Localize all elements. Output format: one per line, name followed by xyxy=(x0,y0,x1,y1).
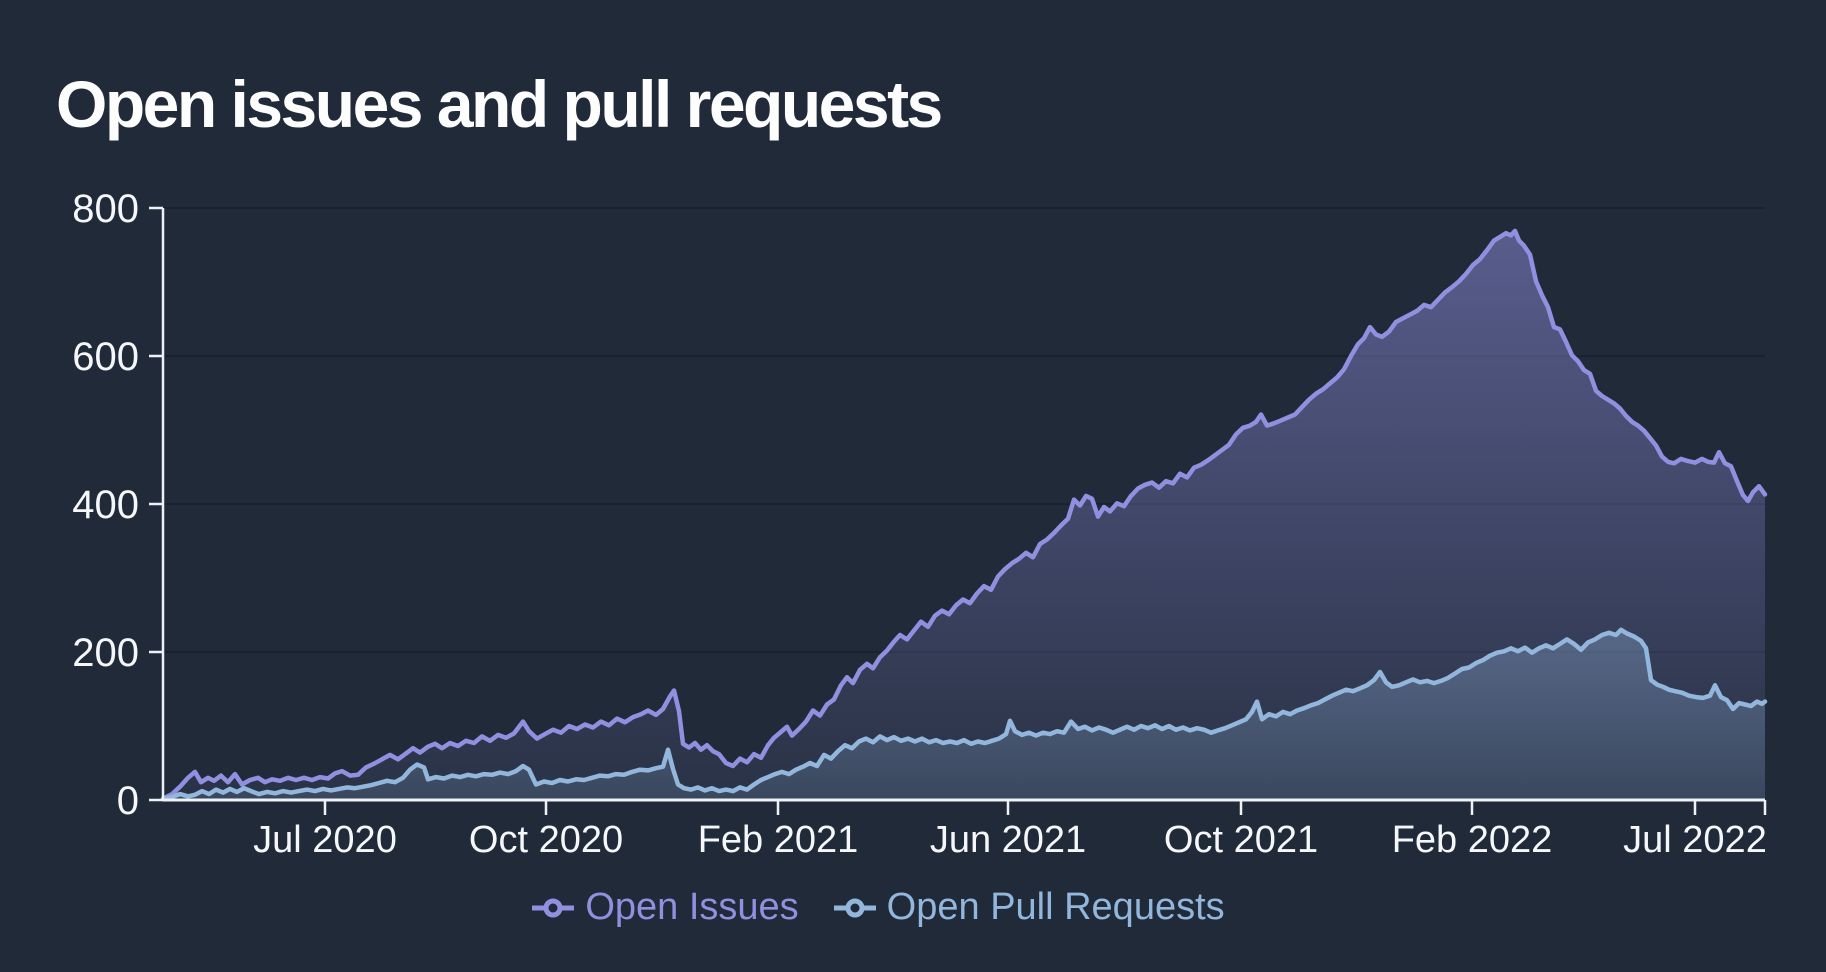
open-issues-line xyxy=(160,228,1768,801)
open-issues-area xyxy=(163,230,1765,800)
open-pull-requests-area xyxy=(163,629,1765,800)
legend: Open Issues Open Pull Requests xyxy=(0,886,1826,929)
x-tick-label-Jul-2020: Jul 2020 xyxy=(253,819,397,861)
x-tick-label-Oct-2021: Oct 2021 xyxy=(1164,819,1318,861)
x-tick-label-Feb-2021: Feb 2021 xyxy=(698,819,859,861)
legend-label-open-issues: Open Issues xyxy=(585,886,799,928)
x-tick-label-Oct-2020: Oct 2020 xyxy=(469,819,623,861)
legend-label-open-pull-requests: Open Pull Requests xyxy=(886,886,1225,928)
y-tick-label-800: 800 xyxy=(72,187,139,231)
line-circle-marker-icon xyxy=(532,898,575,917)
page-title: Open issues and pull requests xyxy=(56,67,943,142)
legend-item-open-issues[interactable]: Open Issues xyxy=(531,886,799,929)
y-tick-label-200: 200 xyxy=(72,631,139,675)
legend-item-open-pull-requests[interactable]: Open Pull Requests xyxy=(833,886,1225,929)
y-tick-label-0: 0 xyxy=(117,779,139,823)
x-tick-label-Jul-2022: Jul 2022 xyxy=(1623,819,1767,861)
x-tick-label-Feb-2022: Feb 2022 xyxy=(1392,819,1553,861)
y-tick-label-400: 400 xyxy=(72,483,139,527)
x-tick-label-Jun-2021: Jun 2021 xyxy=(930,819,1086,861)
open-pull-requests-line xyxy=(160,627,1768,802)
line-circle-marker-icon xyxy=(833,898,876,917)
y-tick-label-600: 600 xyxy=(72,335,139,379)
